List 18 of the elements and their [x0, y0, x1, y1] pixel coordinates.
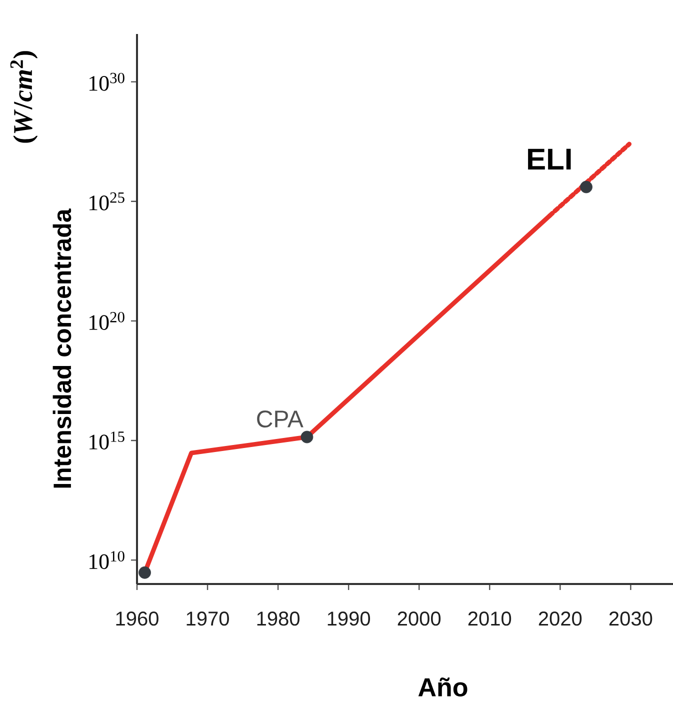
y-tick-label: 10$^{25}$: [90, 192, 124, 210]
y-tick-label: 10$^{15}$: [90, 432, 124, 450]
x-tick-label: 2030: [609, 612, 652, 626]
x-tick-label: 1980: [257, 612, 300, 626]
text: (W/cm$^{2}$): [10, 51, 38, 143]
x-axis-title: Año: [418, 678, 468, 696]
x-tick-label: 2010: [468, 612, 512, 626]
x-tick-label: 1970: [186, 612, 229, 626]
x-tick-label: 2020: [538, 612, 582, 626]
y-axis-title: Intensidad concentrada: [52, 208, 72, 488]
x-tick-label: 1990: [328, 612, 370, 626]
y-tick-label: 10$^{20}$: [90, 312, 124, 330]
x-tick-label: 2000: [398, 612, 441, 626]
annotation: ELI: [528, 148, 571, 170]
y-tick-label: 10$^{30}$: [90, 72, 124, 91]
x-tick-label: 1960: [116, 612, 158, 626]
annotation: CPA: [257, 410, 304, 428]
y-tick-label: 10$^{10}$: [90, 551, 124, 570]
